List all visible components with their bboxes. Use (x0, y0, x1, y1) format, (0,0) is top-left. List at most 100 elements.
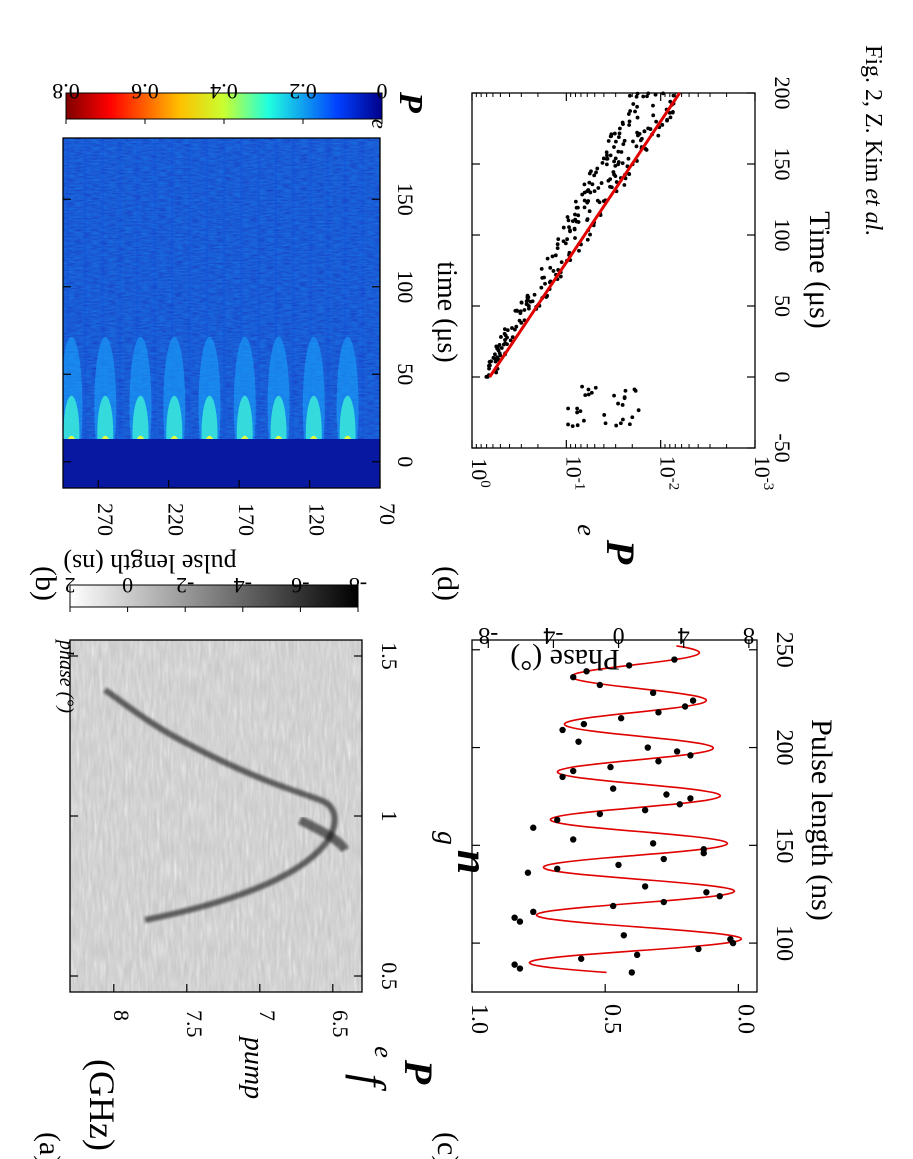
panel-d-data-point (628, 109, 633, 113)
panel-d-data-point (539, 267, 544, 271)
panel-d-data-point (627, 119, 632, 124)
panel-d-data-point (626, 156, 631, 161)
panel-d-data-point (577, 248, 581, 253)
panel-d-data-point (587, 209, 592, 214)
panel-a-arc (103, 687, 350, 923)
panel-c-x-label: Pulse length (ns) (805, 719, 838, 921)
panel-d-data-point (600, 160, 605, 165)
panel-c-x-ticks: 100 150 200 250 (472, 632, 797, 961)
panel-a-colorbar-tick-label: 2 (65, 573, 76, 598)
panel-c-y-label: P (396, 1059, 441, 1085)
panel-a-x-ticks: 0.5 1 1.5 (70, 642, 402, 990)
panel-d-data-point (585, 218, 590, 223)
panel-d-data-point (623, 388, 628, 393)
panel-d-data-point (573, 212, 577, 217)
panel-d-y-tick-base: 10 (750, 456, 775, 478)
panel-d-y-label-symbol: P (598, 539, 643, 565)
panel-d-data-point (641, 94, 646, 99)
panel-d-data-point (627, 123, 632, 127)
panel-a-y-label-subscript: pump (238, 1035, 269, 1099)
panel-d-data-point (594, 170, 598, 175)
panel-c-annotation-symbol: n (448, 850, 497, 874)
panel-d-data-point (620, 403, 625, 407)
panel-d-data-point (587, 180, 592, 185)
panel-b-stripe (119, 138, 122, 438)
panel-a-y-label: f (345, 1074, 394, 1092)
panel-d-data-point (609, 132, 614, 137)
panel-d-data-point (627, 422, 632, 427)
panel-d-data-point (487, 363, 491, 368)
panel-a-y-label-unit: (GHz) (82, 1059, 122, 1151)
panel-d-data-point (606, 139, 611, 143)
panel-a-y-tick-label: 8 (109, 1010, 134, 1021)
panel-d-data-point (515, 309, 520, 313)
panel-c-data-point (649, 840, 657, 847)
panel-d-data-point (513, 327, 517, 332)
panel-c-data-point (516, 918, 524, 925)
panel-c-data-point (681, 703, 689, 710)
panel-c-data-point (628, 969, 636, 976)
panel-c-data-point (687, 752, 694, 759)
panel-d-data-point (575, 423, 580, 428)
panel-d-data-point (671, 93, 676, 98)
panel-b-y-tick-label: 270 (93, 503, 118, 536)
panel-d-data-point (573, 199, 578, 204)
panel-d-data-point (498, 353, 503, 358)
panel-d-y-tick-base: 10 (467, 458, 492, 480)
panel-d-data-point (632, 387, 637, 392)
panel-c-data-point (689, 697, 697, 704)
panel-c-data-point (641, 883, 649, 890)
panel-b-label: (b) (29, 566, 62, 601)
panel-d-data-point (635, 91, 640, 96)
panel-d-data-point (586, 387, 591, 392)
panel-d-data-point (519, 320, 524, 325)
panel-d-data-point (575, 410, 580, 415)
panel-d-data-point (645, 94, 649, 99)
panel-d-data-point (596, 186, 601, 190)
panel-d-data-point (543, 281, 547, 286)
panel-d-data-point (494, 370, 499, 375)
panel-d-frame (471, 92, 756, 449)
panel-d-data-point (586, 199, 591, 203)
panel-d-data-point (601, 156, 606, 161)
panel-b-stripe (188, 138, 191, 438)
panel-a-label: (a) (33, 1132, 66, 1159)
panel-a-colorbar-tick-label: 0 (122, 573, 133, 598)
panel-d-data-point (621, 142, 626, 147)
panel-d-data-point (588, 232, 592, 237)
panel-c-data-point (578, 955, 585, 962)
panel-d-data-point (572, 227, 577, 232)
panel-b-colorbar-ticks: 0 0.2 0.4 0.6 0.8 (52, 79, 388, 124)
panel-d-data-point (565, 215, 570, 219)
panel-b-y-tick-label: 220 (164, 503, 189, 536)
panel-d-y-label: P (598, 539, 643, 565)
panel-d-data-point (505, 335, 509, 340)
panel-c-frame (471, 639, 758, 993)
panel-d-data-point (495, 355, 500, 360)
panel-c-data-point (596, 810, 604, 818)
panel-c-data-point (530, 908, 537, 916)
panel-c-data-point (511, 914, 518, 921)
panel-d-data-point (586, 392, 591, 397)
panel-c-data-point (655, 709, 662, 716)
panel-d-data-point (527, 306, 531, 311)
panel-b-stripe (240, 138, 243, 438)
panel-a-x-tick-label: 0.5 (377, 962, 402, 990)
panel-d-data-point (617, 126, 622, 131)
panel-d-data-point (548, 265, 553, 270)
panel-c: 100 150 200 250 0.0 0.5 1.0 -8 -4 0 4 8 (c) Pulse… (369, 622, 838, 1159)
panel-b-x-tick-label: 150 (393, 183, 418, 216)
panel-d-data-point (620, 161, 625, 166)
panel-d-data-point (540, 276, 545, 280)
panel-c-data-point (649, 689, 657, 696)
panel-d-data-point (654, 119, 659, 124)
panel-c-data-point (615, 861, 622, 869)
panel-b-colorbar-tick-label: 0.4 (210, 79, 238, 104)
panel-d-y-tick-exponent: 0 (477, 480, 493, 488)
panel-d-data-point (491, 355, 496, 360)
panel-d-data-point (608, 153, 613, 158)
panel-b-stripe (205, 138, 208, 438)
panel-d-y-tick-label: 10-3 (750, 456, 776, 491)
panel-d-data-point (525, 295, 530, 300)
panel-b-colorbar-symbol: P (392, 91, 429, 113)
